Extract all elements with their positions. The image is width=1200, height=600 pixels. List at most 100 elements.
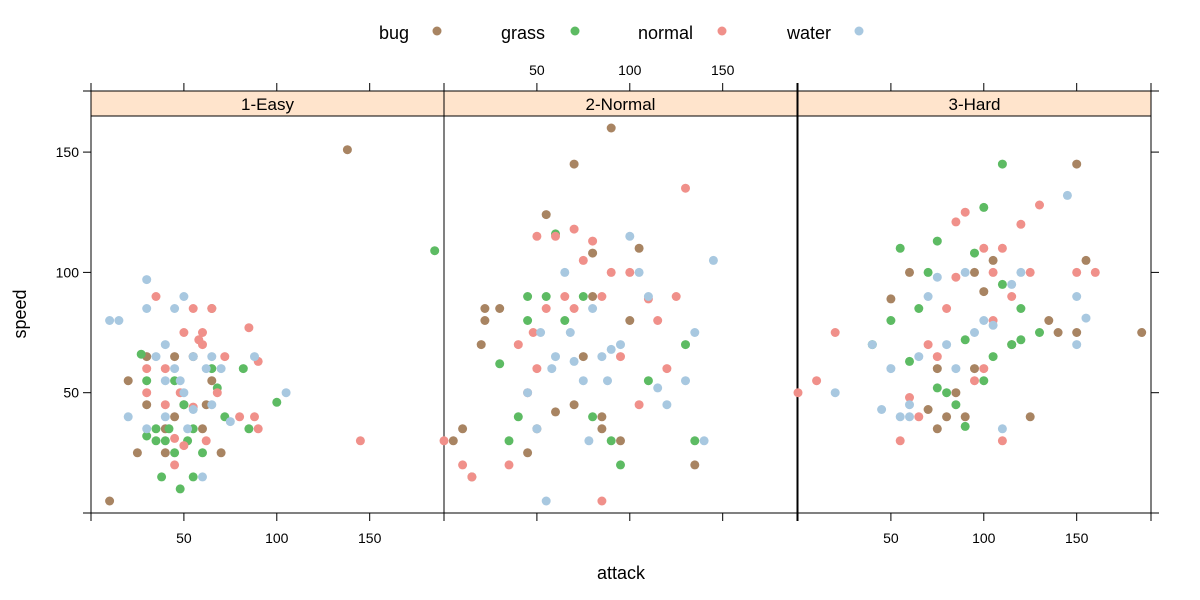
- legend-marker: [570, 26, 580, 36]
- legend-marker: [432, 26, 442, 36]
- point-water: [932, 272, 942, 282]
- point-bug: [1053, 328, 1063, 337]
- point-normal: [467, 472, 477, 482]
- point-grass: [136, 349, 146, 359]
- point-bug: [578, 352, 588, 362]
- point-water: [142, 275, 152, 285]
- point-water: [597, 352, 607, 362]
- point-grass: [932, 236, 942, 246]
- point-normal: [151, 292, 161, 301]
- point-water: [905, 412, 914, 422]
- point-grass: [541, 292, 551, 301]
- point-normal: [439, 436, 449, 446]
- point-water: [151, 352, 161, 362]
- point-bug: [132, 448, 142, 458]
- x-axis-title: attack: [597, 563, 646, 583]
- point-water: [551, 352, 560, 362]
- point-water: [690, 328, 700, 337]
- point-bug: [216, 448, 226, 458]
- point-normal: [932, 352, 942, 362]
- point-water: [547, 364, 557, 374]
- point-grass: [142, 376, 152, 386]
- point-normal: [895, 436, 905, 446]
- point-water: [142, 304, 152, 313]
- point-normal: [1035, 200, 1044, 210]
- point-grass: [151, 424, 161, 434]
- point-normal: [997, 243, 1007, 253]
- point-water: [250, 352, 259, 362]
- panel-3: 3-Hard: [793, 90, 1152, 514]
- point-water: [207, 400, 217, 410]
- point-grass: [997, 279, 1007, 289]
- point-water: [175, 376, 185, 386]
- point-normal: [1025, 267, 1035, 277]
- legend: bug grass normal water: [379, 23, 864, 43]
- x-tick-label: 50: [529, 62, 545, 78]
- point-normal: [142, 388, 152, 398]
- point-normal: [160, 400, 170, 410]
- point-grass: [951, 400, 961, 410]
- point-normal: [235, 412, 245, 422]
- panel-strip-label: 2-Normal: [586, 95, 656, 114]
- point-normal: [960, 207, 970, 217]
- point-water: [830, 388, 840, 398]
- point-grass: [932, 383, 942, 393]
- point-normal: [528, 328, 538, 337]
- point-water: [988, 320, 998, 330]
- point-water: [886, 364, 896, 374]
- point-normal: [513, 340, 523, 350]
- point-grass: [643, 376, 653, 386]
- point-grass: [504, 436, 514, 446]
- point-grass: [979, 376, 989, 386]
- point-normal: [979, 243, 989, 253]
- point-normal: [923, 340, 933, 350]
- point-normal: [355, 436, 365, 446]
- point-grass: [272, 397, 282, 407]
- panel-1: 1-Easy: [90, 90, 445, 514]
- point-water: [1072, 292, 1082, 301]
- y-tick-label: 150: [56, 144, 80, 160]
- point-bug: [170, 412, 180, 422]
- point-normal: [597, 292, 607, 301]
- point-normal: [1072, 267, 1082, 277]
- point-bug: [1072, 328, 1082, 337]
- point-bug: [541, 210, 551, 220]
- point-normal: [588, 236, 598, 246]
- legend-item-water: water: [786, 23, 864, 43]
- point-water: [699, 436, 709, 446]
- panel-frame: [797, 115, 1152, 514]
- point-normal: [997, 436, 1007, 446]
- point-normal: [569, 304, 579, 313]
- point-normal: [253, 424, 263, 434]
- panel-frame: [443, 115, 798, 514]
- point-water: [606, 344, 616, 354]
- point-grass: [1016, 335, 1026, 345]
- point-water: [170, 304, 180, 313]
- point-normal: [458, 460, 468, 470]
- point-water: [179, 292, 189, 301]
- panels: 1-Easy 2-Normal 3-Hard: [90, 90, 1152, 514]
- point-water: [201, 364, 211, 374]
- x-tick-label: 50: [883, 530, 899, 546]
- point-water: [578, 376, 588, 386]
- point-water: [1081, 313, 1091, 323]
- point-bug: [932, 424, 942, 434]
- point-bug: [588, 248, 598, 258]
- point-normal: [1007, 292, 1017, 301]
- point-water: [183, 424, 193, 434]
- point-bug: [342, 145, 352, 155]
- point-water: [942, 340, 952, 350]
- point-normal: [244, 323, 254, 333]
- point-grass: [681, 340, 690, 350]
- point-water: [160, 376, 170, 386]
- point-water: [198, 472, 207, 482]
- point-water: [179, 388, 189, 398]
- point-grass: [175, 484, 185, 494]
- y-tick-label: 100: [56, 264, 80, 280]
- point-grass: [1016, 304, 1026, 313]
- point-bug: [588, 292, 598, 301]
- x-tick-label: 150: [1065, 530, 1089, 546]
- point-water: [951, 364, 961, 374]
- point-normal: [179, 441, 189, 451]
- point-water: [634, 267, 644, 277]
